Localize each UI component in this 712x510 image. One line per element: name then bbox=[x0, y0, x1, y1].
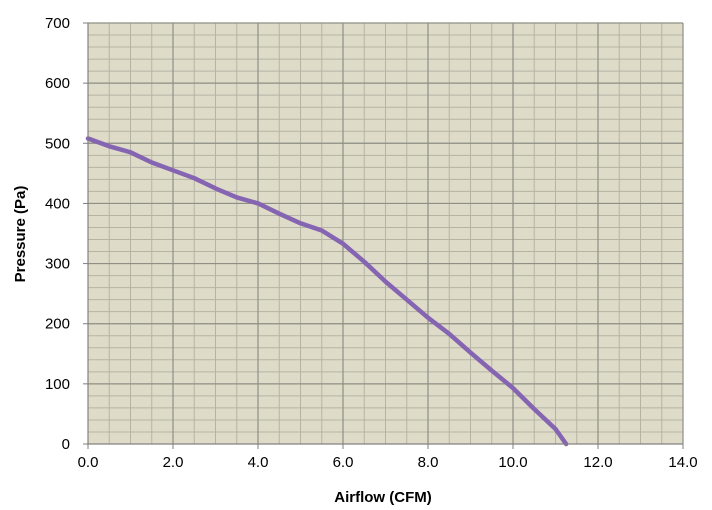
x-tick-label: 8.0 bbox=[418, 454, 439, 471]
x-tick-label: 0.0 bbox=[78, 454, 99, 471]
y-tick-label: 600 bbox=[45, 75, 70, 92]
x-tick-labels: 0.0 2.0 4.0 6.0 8.0 10.0 12.0 14.0 bbox=[78, 454, 698, 471]
y-tick-label: 200 bbox=[45, 316, 70, 333]
y-tick-labels: 0 100 200 300 400 500 600 700 bbox=[45, 15, 70, 453]
axes bbox=[83, 22, 684, 449]
series-line bbox=[85, 136, 569, 447]
y-tick-label: 400 bbox=[45, 195, 70, 212]
y-tick-label: 100 bbox=[45, 376, 70, 393]
x-tick-label: 12.0 bbox=[583, 454, 612, 471]
x-tick-label: 14.0 bbox=[668, 454, 697, 471]
x-tick-label: 2.0 bbox=[163, 454, 184, 471]
y-tick-label: 500 bbox=[45, 135, 70, 152]
x-tick-label: 4.0 bbox=[248, 454, 269, 471]
y-tick-label: 700 bbox=[45, 15, 70, 32]
x-tick-label: 10.0 bbox=[498, 454, 527, 471]
x-axis-label: Airflow (CFM) bbox=[334, 489, 431, 506]
y-axis-label: Pressure (Pa) bbox=[12, 186, 29, 283]
y-tick-label: 0 bbox=[62, 436, 70, 453]
series-layer bbox=[85, 136, 569, 447]
y-tick-label: 300 bbox=[45, 256, 70, 273]
x-tick-label: 6.0 bbox=[333, 454, 354, 471]
